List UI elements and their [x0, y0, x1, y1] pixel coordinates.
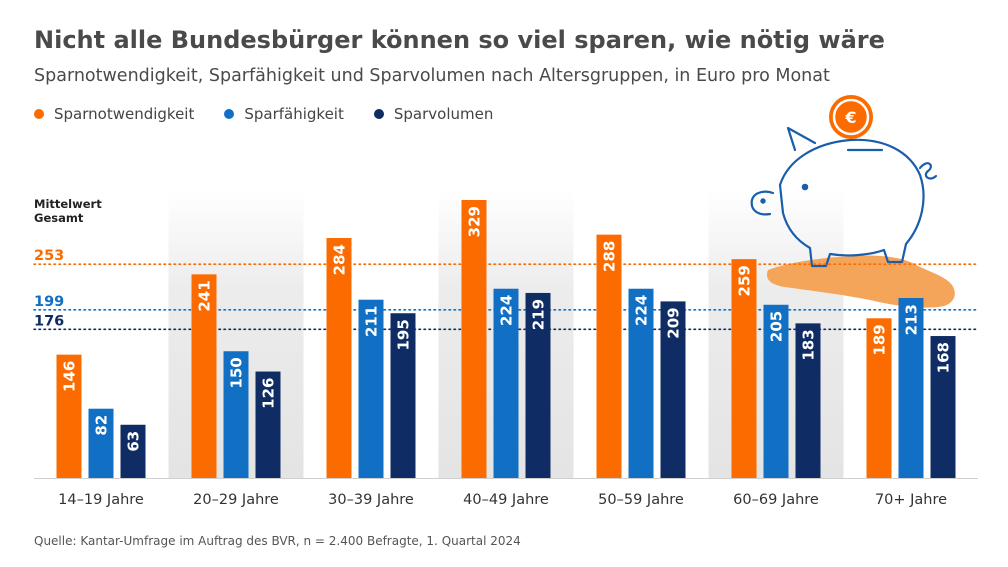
- data-label: 284: [331, 244, 349, 275]
- x-tick-label: 30–39 Jahre: [328, 492, 414, 508]
- data-label: 146: [61, 361, 79, 392]
- reference-title: Mittelwert: [34, 197, 102, 211]
- euro-coin-icon: €: [829, 95, 873, 139]
- data-label: 213: [903, 304, 921, 335]
- data-label: 189: [871, 324, 889, 355]
- x-tick-label: 70+ Jahre: [875, 492, 947, 508]
- data-label: 205: [768, 311, 786, 342]
- reference-value-label: 253: [34, 248, 64, 264]
- data-label: 329: [466, 206, 484, 237]
- data-label: 224: [633, 295, 651, 326]
- data-label: 82: [93, 415, 111, 436]
- data-label: 224: [498, 295, 516, 326]
- data-label: 195: [395, 319, 413, 350]
- x-tick-label: 14–19 Jahre: [58, 492, 144, 508]
- data-label: 168: [935, 342, 953, 373]
- data-label: 211: [363, 306, 381, 337]
- data-label: 219: [530, 299, 548, 330]
- source-note: Quelle: Kantar-Umfrage im Auftrag des BV…: [34, 534, 521, 548]
- reference-value-label: 199: [34, 294, 64, 310]
- data-label: 259: [736, 265, 754, 296]
- x-tick-label: 20–29 Jahre: [193, 492, 279, 508]
- x-tick-label: 40–49 Jahre: [463, 492, 549, 508]
- x-tick-label: 60–69 Jahre: [733, 492, 819, 508]
- x-axis-labels: 14–19 Jahre 20–29 Jahre 30–39 Jahre 40–49 J…: [58, 492, 947, 508]
- data-label: 63: [125, 431, 143, 452]
- reference-value-label: 176: [34, 313, 64, 329]
- piggy-bank-illustration: €: [752, 95, 955, 308]
- reference-title: Gesamt: [34, 211, 84, 225]
- svg-text:€: €: [844, 108, 856, 127]
- data-label: 209: [665, 307, 683, 338]
- x-tick-label: 50–59 Jahre: [598, 492, 684, 508]
- data-label: 288: [601, 241, 619, 272]
- data-label: 183: [800, 329, 818, 360]
- data-label: 150: [228, 357, 246, 388]
- bar: [462, 200, 487, 478]
- data-label: 126: [260, 378, 278, 409]
- data-label: 241: [196, 280, 214, 311]
